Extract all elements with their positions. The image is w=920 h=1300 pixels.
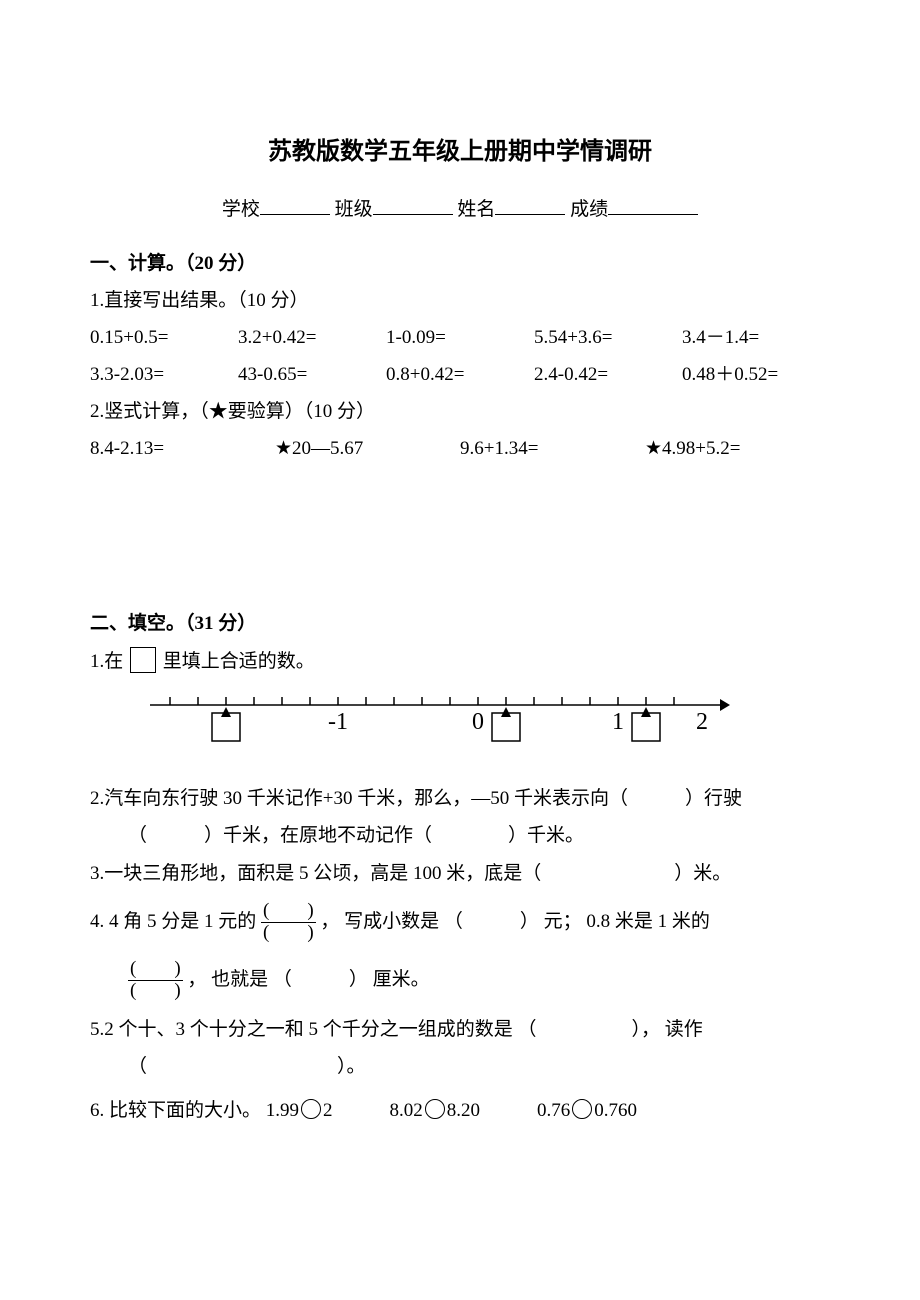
box-icon [130,647,156,673]
calc-item: 43-0.65= [238,357,386,392]
score-blank [608,214,698,215]
calc-row-2: 3.3-2.03= 43-0.65= 0.8+0.42= 2.4-0.42= 0… [90,357,830,392]
s2-q4-line1: 4. 4 角 5 分是 1 元的 ( ) ( ) ， 写成小数是 （ ） 元； … [90,901,830,944]
calc-row-1: 0.15+0.5= 3.2+0.42= 1-0.09= 5.54+3.6= 3.… [90,320,830,355]
s2-q6: 6. 比较下面的大小。 1.99 2 8.02 8.20 0.76 0.760 [90,1093,830,1128]
s2-q6-b: 2 8.02 [323,1100,423,1121]
circle-blank [425,1099,445,1119]
calc-item: 9.6+1.34= [460,431,645,466]
name-blank [495,214,565,215]
class-label: 班级 [335,199,373,220]
s2-q5-a: 5.2 个十、3 个十分之一和 5 个千分之一组成的数是 （ ）， 读作 [90,1012,830,1047]
fraction-blank: ( ) ( ) [128,959,183,1002]
svg-text:2: 2 [696,709,708,735]
s2-q4-b: ， 写成小数是 （ ） 元； 0.8 米是 1 米的 [320,910,710,931]
s2-q4-a: 4. 4 角 5 分是 1 元的 [90,910,256,931]
score-label: 成绩 [570,199,608,220]
s2-q5-b: （ ）。 [90,1049,830,1084]
calc-item: ★20—5.67 [275,431,460,466]
calc-item: 1-0.09= [386,320,534,355]
calc-item: 0.8+0.42= [386,357,534,392]
s2-q1-text-a: 1.在 [90,651,128,672]
calc-item: 2.4-0.42= [534,357,682,392]
s2-q2-a: 2.汽车向东行驶 30 千米记作+30 千米，那么，—50 千米表示向（ ）行驶 [90,781,830,816]
s2-q6-c: 8.20 0.76 [447,1100,571,1121]
school-blank [260,214,330,215]
calc-item: 5.54+3.6= [534,320,682,355]
fraction-top: ( ) [261,901,316,923]
section-1-heading: 一、计算。（20 分） [90,246,830,281]
calc-item: 3.2+0.42= [238,320,386,355]
page-title: 苏教版数学五年级上册期中学情调研 [90,130,830,174]
number-line-svg: -1 0 1 2 [140,687,730,757]
circle-blank [301,1099,321,1119]
s2-q1-text-b: 里填上合适的数。 [158,651,315,672]
calc-item: 0.15+0.5= [90,320,238,355]
svg-text:-1: -1 [328,709,348,735]
calc-item: 3.4－1.4= [682,320,830,355]
info-line: 学校 班级 姓名 成绩 [90,192,830,227]
s2-q2-b: （ ）千米，在原地不动记作（ ）千米。 [90,818,830,853]
name-label: 姓名 [457,199,495,220]
calc-item: 8.4-2.13= [90,431,275,466]
s2-q6-a: 6. 比较下面的大小。 1.99 [90,1100,299,1121]
svg-text:1: 1 [612,709,624,735]
school-label: 学校 [222,199,260,220]
s2-q6-d: 0.760 [594,1100,637,1121]
calc-item: 3.3-2.03= [90,357,238,392]
class-blank [373,214,453,215]
fraction-top: ( ) [128,959,183,981]
s2-q4-c: ， 也就是 （ ） 厘米。 [187,969,429,990]
number-line: -1 0 1 2 [90,687,830,768]
calc-item: 0.48＋0.52= [682,357,830,392]
fraction-bot: ( ) [261,923,316,944]
s2-q1: 1.在 里填上合适的数。 [90,644,830,679]
q1-label: 1.直接写出结果。（10 分） [90,283,830,318]
s2-q3: 3.一块三角形地，面积是 5 公顷，高是 100 米，底是（ ）米。 [90,856,830,891]
fraction-blank: ( ) ( ) [261,901,316,944]
fraction-bot: ( ) [128,981,183,1002]
section-2-heading: 二、填空。（31 分） [90,606,830,641]
svg-text:0: 0 [472,709,484,735]
circle-blank [572,1099,592,1119]
s2-q4-line2: ( ) ( ) ， 也就是 （ ） 厘米。 [90,959,830,1002]
calc-item: ★4.98+5.2= [645,431,830,466]
calc-row-3: 8.4-2.13= ★20—5.67 9.6+1.34= ★4.98+5.2= [90,431,830,466]
q2-label: 2.竖式计算，（★要验算）（10 分） [90,394,830,429]
